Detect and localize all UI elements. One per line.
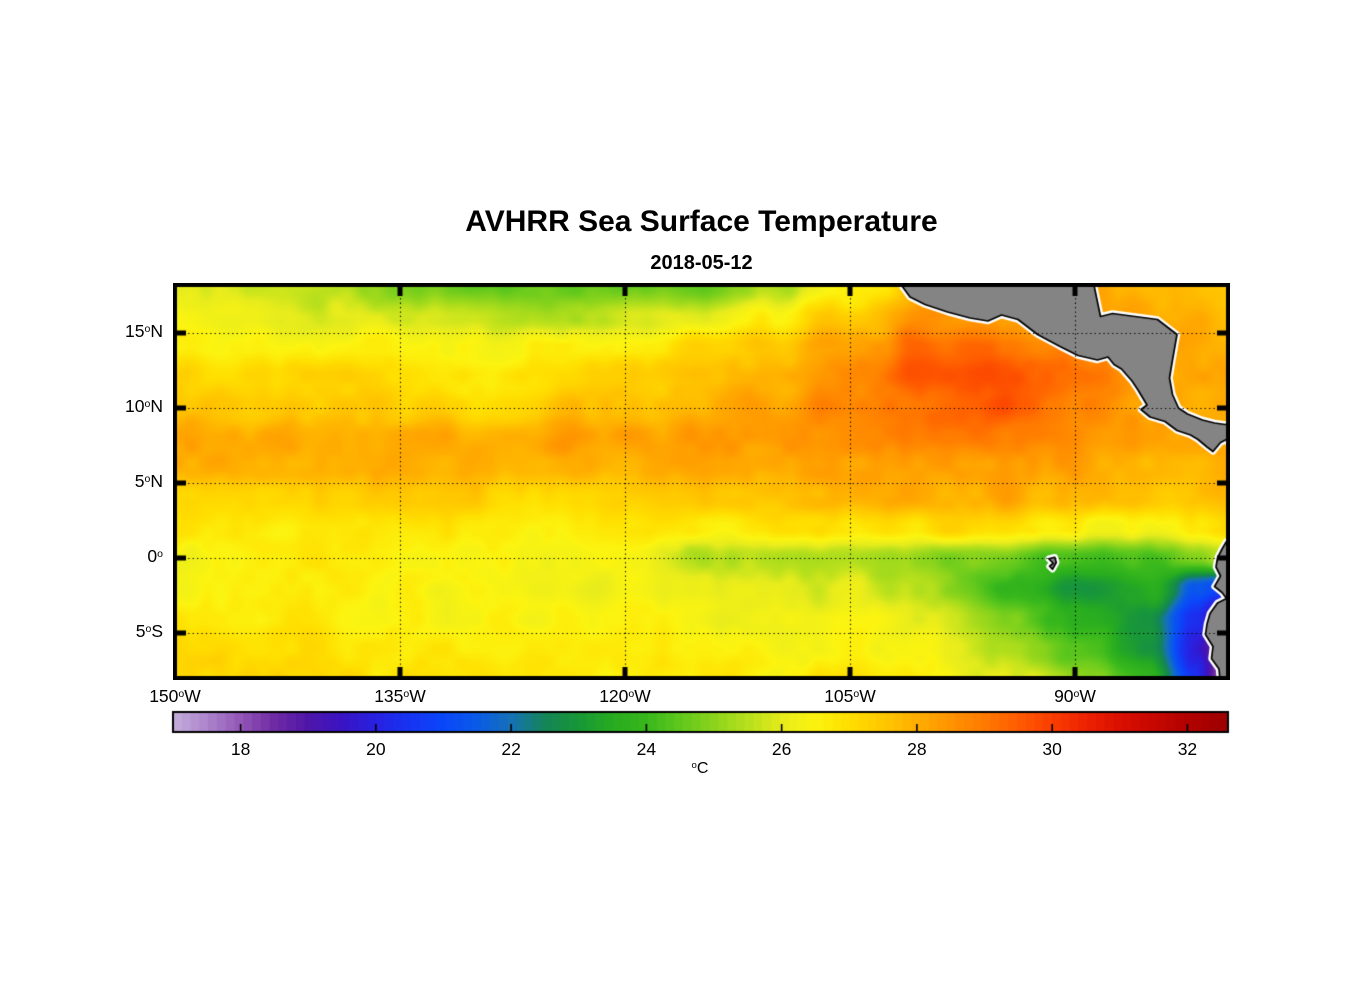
tick-text: 0 <box>147 546 158 566</box>
degree-symbol: o <box>144 397 151 410</box>
tick-text: 90 <box>1054 686 1074 706</box>
degree-symbol: o <box>1073 687 1080 700</box>
colorbar-tick-label-32: 32 <box>1162 738 1212 760</box>
tick-text: N <box>150 321 163 341</box>
colorbar-canvas <box>171 710 1230 734</box>
y-tick-label-5N: 5oN <box>58 470 163 495</box>
colorbar-unit-label: oC <box>650 760 750 778</box>
tick-text: 5 <box>135 621 146 641</box>
tick-text: W <box>184 686 201 706</box>
x-tick-label-105W: 105oW <box>805 685 895 710</box>
tick-text: 150 <box>149 686 179 706</box>
tick-text: W <box>1079 686 1096 706</box>
tick-text: 20 <box>366 739 386 759</box>
y-tick-label-0: 0o <box>58 545 163 570</box>
page-title: AVHRR Sea Surface Temperature <box>465 205 938 238</box>
tick-text: S <box>151 621 163 641</box>
degree-symbol: o <box>157 547 163 560</box>
degree-symbol: o <box>178 687 185 700</box>
degree-symbol: o <box>144 322 151 335</box>
degree-symbol: o <box>628 687 635 700</box>
degree-symbol: o <box>853 687 860 700</box>
tick-text: 22 <box>501 739 521 759</box>
x-tick-label-150W: 150oW <box>130 685 220 710</box>
page-subtitle: 2018-05-12 <box>650 252 753 274</box>
sst-map-canvas <box>173 283 1230 680</box>
degree-symbol: o <box>691 760 697 772</box>
tick-text: W <box>634 686 651 706</box>
tick-text: 24 <box>636 739 657 759</box>
tick-text: W <box>409 686 426 706</box>
tick-text: 5 <box>134 471 145 491</box>
tick-text: 26 <box>771 739 792 759</box>
tick-text: N <box>150 396 163 416</box>
tick-text: 105 <box>824 686 854 706</box>
x-tick-label-120W: 120oW <box>580 685 670 710</box>
tick-text: 30 <box>1042 739 1062 759</box>
tick-text: 120 <box>599 686 629 706</box>
tick-text: 10 <box>125 396 145 416</box>
tick-text: N <box>150 471 163 491</box>
colorbar-tick-label-22: 22 <box>486 738 536 760</box>
degree-symbol: o <box>403 687 410 700</box>
x-tick-label-135W: 135oW <box>355 685 445 710</box>
tick-text: 135 <box>374 686 404 706</box>
y-tick-label-15N: 15oN <box>58 320 163 345</box>
tick-text: 18 <box>230 739 251 759</box>
y-tick-label-10N: 10oN <box>58 395 163 420</box>
x-tick-label-90W: 90oW <box>1030 685 1120 710</box>
colorbar-tick-label-26: 26 <box>757 738 807 760</box>
tick-text: 28 <box>907 739 927 759</box>
unit-text: C <box>696 760 709 777</box>
tick-text: 15 <box>125 321 145 341</box>
colorbar-tick-label-24: 24 <box>621 738 671 760</box>
y-tick-label-5S: 5oS <box>58 620 163 645</box>
colorbar-tick-label-28: 28 <box>892 738 942 760</box>
tick-text: 32 <box>1177 739 1198 759</box>
colorbar-tick-label-18: 18 <box>216 738 266 760</box>
colorbar-tick-label-30: 30 <box>1027 738 1077 760</box>
degree-symbol: o <box>145 622 152 635</box>
degree-symbol: o <box>144 472 151 485</box>
tick-text: W <box>859 686 876 706</box>
colorbar-tick-label-20: 20 <box>351 738 401 760</box>
